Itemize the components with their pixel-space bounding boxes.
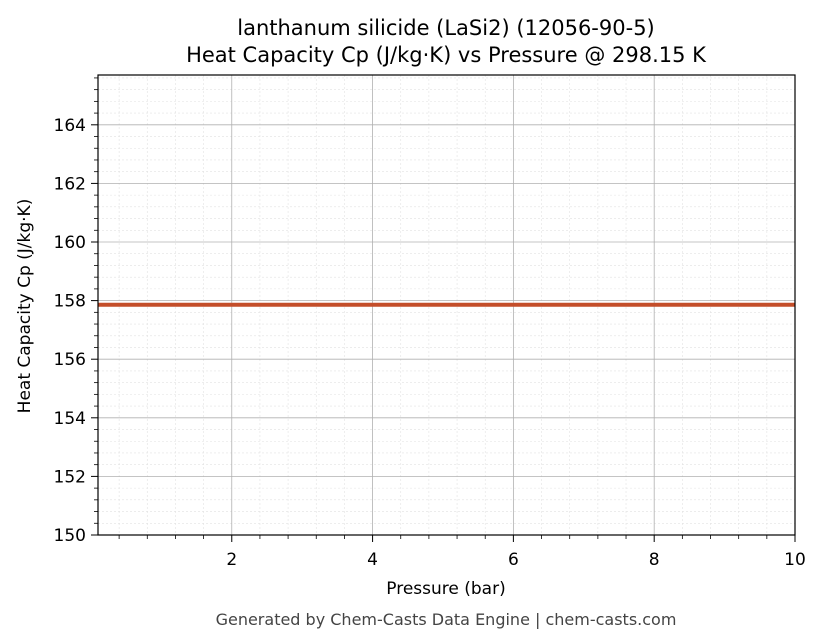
x-axis-label: Pressure (bar) (386, 579, 505, 599)
y-tick-label: 152 (54, 467, 86, 487)
x-tick-label: 6 (508, 550, 519, 570)
y-tick-label: 150 (54, 526, 86, 546)
y-axis-label: Heat Capacity Cp (J/kg·K) (15, 199, 35, 414)
y-tick-label: 164 (54, 116, 86, 136)
y-tick-label: 160 (54, 233, 86, 253)
y-tick-label: 154 (54, 409, 86, 429)
y-tick-label: 162 (54, 174, 86, 194)
footer-credit: Generated by Chem-Casts Data Engine | ch… (216, 610, 677, 629)
x-tick-label: 2 (226, 550, 237, 570)
y-axis-ticks: 150 152 154 156 158 160 162 164 (54, 77, 98, 546)
chart-title-line2: Heat Capacity Cp (J/kg·K) vs Pressure @ … (186, 43, 707, 67)
y-tick-label: 156 (54, 350, 86, 370)
x-tick-label: 8 (649, 550, 660, 570)
y-tick-label: 158 (54, 292, 86, 312)
x-axis-ticks: 2 4 6 8 10 (118, 535, 806, 570)
chart-title-line1: lanthanum silicide (LaSi2) (12056-90-5) (237, 16, 655, 40)
plot-frame (97, 74, 796, 536)
x-tick-label: 4 (367, 550, 378, 570)
x-tick-label: 10 (784, 550, 806, 570)
